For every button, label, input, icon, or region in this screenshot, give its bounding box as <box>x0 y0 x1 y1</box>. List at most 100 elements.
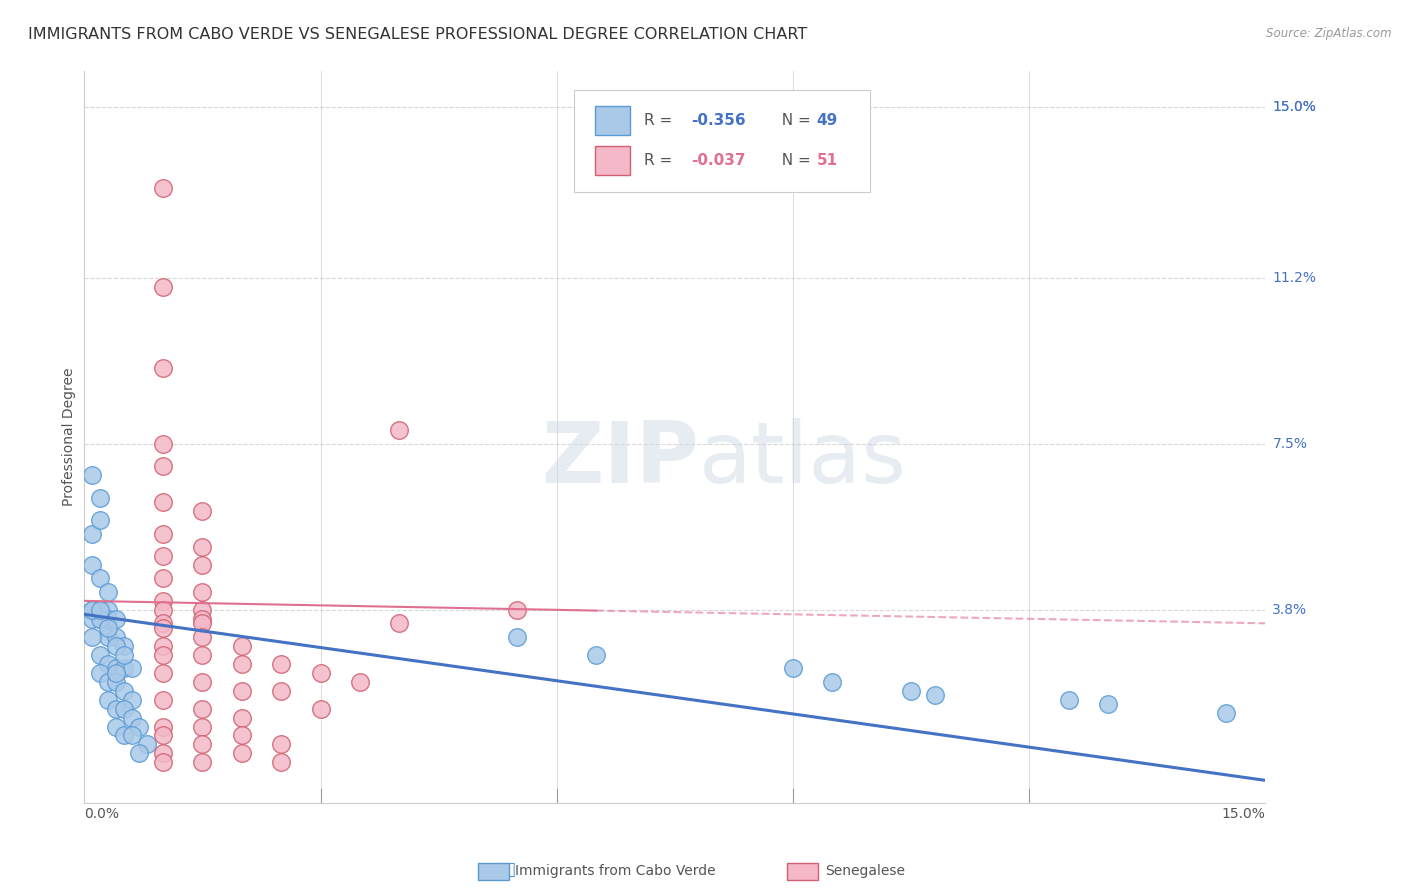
Point <box>1215 706 1237 720</box>
Point <box>152 594 174 608</box>
Point <box>924 688 946 702</box>
Point <box>104 630 127 644</box>
Point <box>89 603 111 617</box>
Text: □: □ <box>496 860 516 880</box>
Point <box>97 657 120 671</box>
Point <box>152 621 174 635</box>
Text: IMMIGRANTS FROM CABO VERDE VS SENEGALESE PROFESSIONAL DEGREE CORRELATION CHART: IMMIGRANTS FROM CABO VERDE VS SENEGALESE… <box>28 27 807 42</box>
Bar <box>595 146 630 175</box>
Point <box>152 616 174 631</box>
Point <box>89 603 111 617</box>
Text: 49: 49 <box>817 113 838 128</box>
FancyBboxPatch shape <box>575 90 870 192</box>
Text: 11.2%: 11.2% <box>1272 271 1316 285</box>
Point <box>97 585 120 599</box>
Point <box>136 738 159 752</box>
Point <box>112 639 135 653</box>
Point <box>89 571 111 585</box>
Point <box>191 603 214 617</box>
Point <box>152 437 174 451</box>
Point <box>82 526 104 541</box>
Text: 15.0%: 15.0% <box>1222 807 1265 822</box>
Point <box>89 612 111 626</box>
Point <box>97 630 120 644</box>
Point <box>89 648 111 662</box>
Text: 15.0%: 15.0% <box>1272 100 1316 114</box>
Point <box>152 549 174 563</box>
Point <box>89 513 111 527</box>
Point <box>82 558 104 572</box>
Text: R =: R = <box>644 113 678 128</box>
Point <box>506 630 529 644</box>
Point <box>191 540 214 554</box>
Y-axis label: Professional Degree: Professional Degree <box>62 368 76 507</box>
Point <box>309 665 332 680</box>
Point <box>152 692 174 706</box>
Point <box>82 603 104 617</box>
Point <box>97 692 120 706</box>
Point <box>104 701 127 715</box>
Point <box>112 701 135 715</box>
Text: N =: N = <box>772 153 815 168</box>
Text: Immigrants from Cabo Verde: Immigrants from Cabo Verde <box>515 864 716 879</box>
Point <box>191 585 214 599</box>
Point <box>82 468 104 483</box>
Point <box>128 719 150 733</box>
Point <box>152 181 174 195</box>
Point <box>121 710 143 724</box>
Point <box>388 616 411 631</box>
Point <box>191 648 214 662</box>
Point <box>782 661 804 675</box>
Point <box>152 639 174 653</box>
Point <box>89 665 111 680</box>
Text: Source: ZipAtlas.com: Source: ZipAtlas.com <box>1267 27 1392 40</box>
Point <box>128 747 150 761</box>
Point <box>152 719 174 733</box>
Point <box>231 710 253 724</box>
Text: R =: R = <box>644 153 678 168</box>
Text: atlas: atlas <box>699 417 907 500</box>
Point <box>152 495 174 509</box>
Point <box>191 701 214 715</box>
Point <box>121 661 143 675</box>
Point <box>97 621 120 635</box>
Point <box>231 683 253 698</box>
Text: -0.037: -0.037 <box>692 153 747 168</box>
Point <box>191 756 214 770</box>
Point <box>1097 697 1119 711</box>
Bar <box>595 106 630 135</box>
Point <box>1057 692 1080 706</box>
Point <box>82 630 104 644</box>
Point <box>191 719 214 733</box>
Point <box>152 756 174 770</box>
Point <box>231 729 253 743</box>
Point <box>191 504 214 518</box>
Point <box>191 630 214 644</box>
Point <box>121 692 143 706</box>
Point <box>152 665 174 680</box>
Point <box>89 612 111 626</box>
Text: 7.5%: 7.5% <box>1272 437 1308 450</box>
Point <box>231 639 253 653</box>
Point <box>191 738 214 752</box>
Point <box>97 603 120 617</box>
Text: -0.356: -0.356 <box>692 113 747 128</box>
Point <box>112 648 135 662</box>
Point <box>152 526 174 541</box>
Point <box>270 657 292 671</box>
Point <box>152 747 174 761</box>
Bar <box>787 863 818 880</box>
Text: N =: N = <box>772 113 815 128</box>
Point <box>152 603 174 617</box>
Point <box>152 459 174 474</box>
Point <box>191 558 214 572</box>
Point <box>82 612 104 626</box>
Text: 15.0%: 15.0% <box>1272 100 1316 114</box>
Point <box>270 683 292 698</box>
Point <box>191 616 214 631</box>
Point <box>121 729 143 743</box>
Point <box>112 683 135 698</box>
Point <box>900 683 922 698</box>
Point <box>97 674 120 689</box>
Point <box>585 648 607 662</box>
